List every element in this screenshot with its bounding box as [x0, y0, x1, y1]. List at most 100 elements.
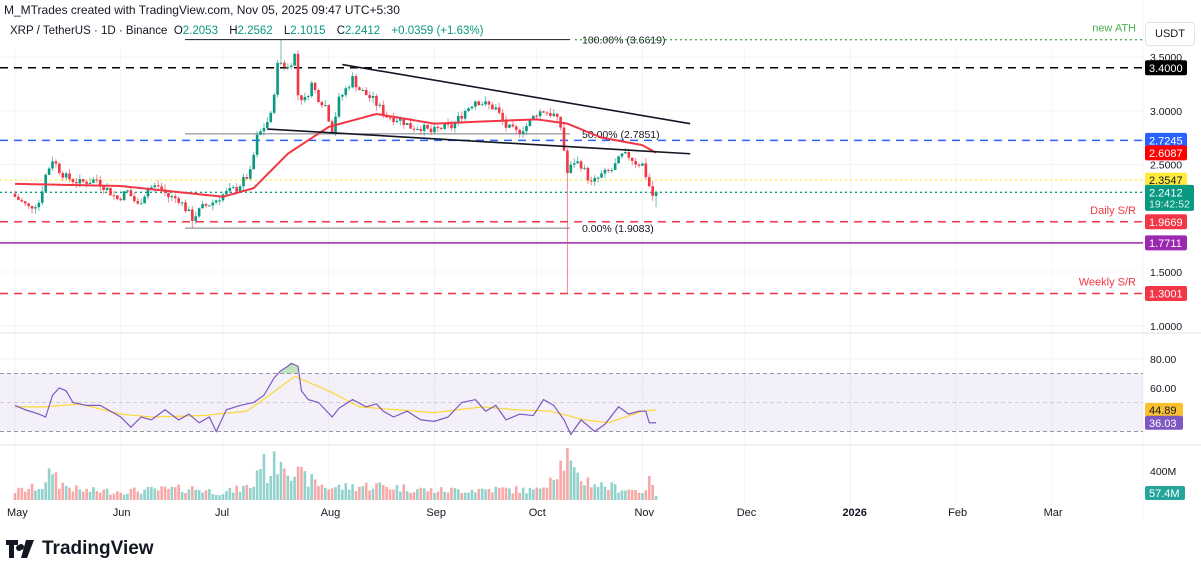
volume-bar: [371, 488, 375, 500]
volume-bar: [484, 489, 487, 500]
candle-body: [419, 128, 423, 131]
candle-body: [112, 195, 116, 197]
volume-bar: [245, 484, 249, 500]
price-badge-label: 2.7245: [1149, 135, 1183, 147]
candle-body: [641, 163, 644, 166]
price-badge: [1145, 132, 1187, 148]
candle-body: [330, 121, 334, 134]
candle-body: [443, 123, 446, 129]
volume-bar: [95, 491, 99, 500]
volume-bar: [221, 494, 225, 500]
level-note: new ATH: [1092, 23, 1136, 35]
y-tick-label: 1.0000: [1150, 321, 1182, 333]
volume-bar: [296, 466, 300, 500]
volume-bar: [75, 485, 78, 500]
candle-body: [358, 87, 361, 91]
volume-bar: [467, 492, 470, 500]
symbol-legend: XRP / TetherUS · 1D · Binance O2.2053 H2…: [10, 25, 491, 37]
candle-body: [470, 106, 474, 109]
candle-body: [194, 216, 198, 221]
volume-bar: [651, 484, 654, 500]
candle-body: [446, 123, 450, 125]
volume-bar: [218, 495, 221, 500]
volume-bar: [501, 487, 504, 500]
volume-bar: [27, 488, 30, 500]
volume-bar: [160, 486, 163, 500]
volume-bar: [586, 477, 590, 500]
rsi-tick-label: 80.00: [1150, 354, 1176, 366]
volume-bar: [167, 488, 170, 500]
volume-bar: [368, 490, 371, 500]
volume-bar: [596, 486, 600, 500]
volume-bar: [589, 487, 593, 500]
candle-body: [511, 124, 515, 127]
volume-bar: [327, 489, 331, 500]
volume-bar: [37, 489, 41, 500]
open-label: O: [173, 25, 183, 37]
candle-body: [508, 124, 511, 128]
candle-body: [375, 95, 378, 106]
volume-bar: [552, 479, 556, 500]
rsi-ma-line: [15, 375, 657, 424]
candle-body: [269, 112, 273, 122]
volume-bar: [293, 476, 296, 500]
x-tick-label: Dec: [737, 507, 757, 519]
brand-name: TradingView: [42, 538, 154, 559]
candle-body: [44, 174, 47, 192]
candle-body: [388, 117, 392, 119]
candle-body: [102, 185, 105, 191]
candle-body: [276, 62, 279, 95]
candle-body: [583, 167, 586, 169]
price-badge-label: 2.3547: [1149, 175, 1183, 187]
volume-bar: [399, 491, 402, 500]
volume-bar: [559, 460, 562, 500]
volume-bar: [272, 451, 276, 500]
volume-bar: [320, 484, 324, 500]
candle-body: [248, 169, 252, 179]
volume-bar: [555, 479, 559, 500]
volume-bar: [569, 460, 573, 500]
volume-bar: [562, 470, 566, 500]
fib-label: 0.00% (1.9083): [582, 223, 654, 235]
volume-bar: [64, 485, 68, 500]
volume-bar: [20, 487, 24, 500]
volume-bar: [508, 488, 511, 500]
volume-bar: [68, 487, 71, 500]
change-value: +0.0359 (+1.63%): [391, 25, 484, 37]
candle-body: [167, 192, 170, 198]
candle-body: [341, 94, 344, 97]
volume-bar: [255, 470, 259, 500]
candle-body: [327, 105, 331, 122]
price-badge-label: 2.6087: [1149, 148, 1183, 160]
currency-button[interactable]: USDT: [1145, 22, 1195, 46]
rsi-tick-label: 60.00: [1150, 383, 1176, 395]
candle-body: [88, 182, 92, 184]
volume-bar: [23, 491, 27, 500]
candle-body: [303, 97, 307, 101]
volume-bar: [381, 485, 385, 500]
x-tick-label: May: [7, 507, 28, 519]
candle-body: [603, 169, 607, 174]
volume-bar: [105, 488, 109, 500]
volume-bar: [450, 487, 453, 500]
volume-bar: [51, 474, 54, 500]
volume-bar: [422, 488, 426, 500]
volume-bar: [228, 487, 232, 500]
volume-bar: [143, 489, 146, 500]
symbol-name[interactable]: XRP / TetherUS · 1D · Binance: [10, 25, 168, 37]
volume-bar: [494, 486, 498, 500]
volume-bar: [388, 489, 392, 500]
candle-body: [266, 121, 269, 128]
volume-bar: [439, 487, 443, 500]
candle-body: [535, 115, 539, 117]
volume-bar: [497, 487, 501, 500]
volume-bar: [566, 448, 569, 500]
rsi-badge-label: 36.03: [1149, 418, 1177, 430]
volume-bar: [317, 485, 320, 500]
volume-bar: [603, 486, 607, 500]
candle-body: [225, 190, 228, 195]
volume-bar: [361, 486, 365, 500]
volume-bar: [40, 489, 44, 500]
